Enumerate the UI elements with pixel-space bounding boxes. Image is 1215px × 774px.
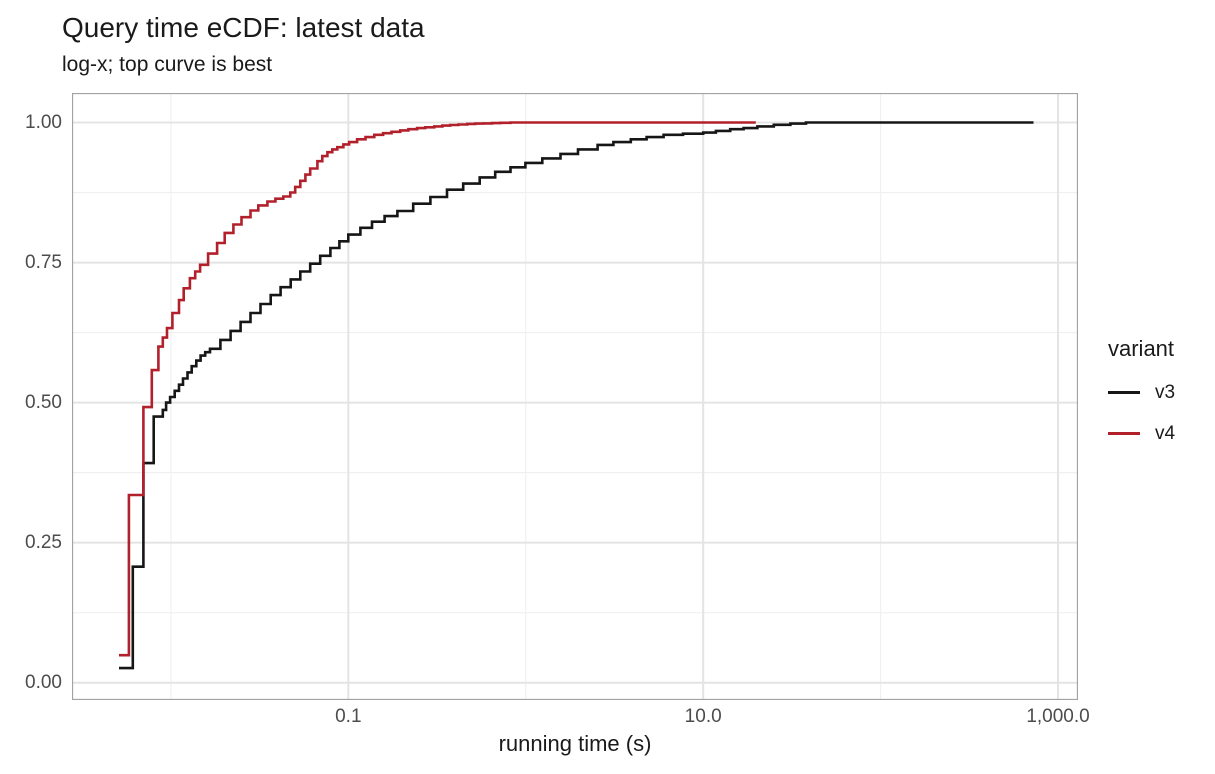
ecdf-curve-v4	[119, 121, 756, 657]
y-tick-label: 0.25	[25, 532, 62, 554]
x-tick-label: 0.1	[335, 706, 362, 727]
ecdf-curve-v3	[119, 121, 1034, 670]
legend: variant v3 v4	[1108, 336, 1175, 454]
legend-entry-v3: v3	[1108, 372, 1175, 413]
legend-title: variant	[1108, 336, 1175, 361]
panel-border	[72, 93, 1078, 700]
chart-subtitle: log-x; top curve is best	[62, 53, 273, 76]
y-tick-label: 0.00	[25, 672, 62, 694]
legend-entry-label: v3	[1155, 381, 1176, 403]
legend-entry-label: v4	[1155, 422, 1176, 444]
chart-title: Query time eCDF: latest data	[62, 12, 425, 43]
x-tick-label: 1,000.0	[1026, 706, 1090, 727]
x-tick-label: 10.0	[684, 706, 722, 727]
x-axis-title: running time (s)	[498, 731, 652, 756]
legend-entries: v3 v4	[1108, 372, 1175, 454]
plot-panel	[72, 93, 1078, 700]
legend-key-line-v3	[1108, 391, 1140, 394]
legend-entry-v4: v4	[1108, 413, 1175, 454]
y-tick-label: 1.00	[25, 112, 62, 134]
y-tick-label: 0.75	[25, 252, 62, 274]
y-tick-label: 0.50	[25, 392, 62, 414]
legend-key-line-v4	[1108, 432, 1140, 435]
plot-canvas	[72, 93, 1078, 700]
